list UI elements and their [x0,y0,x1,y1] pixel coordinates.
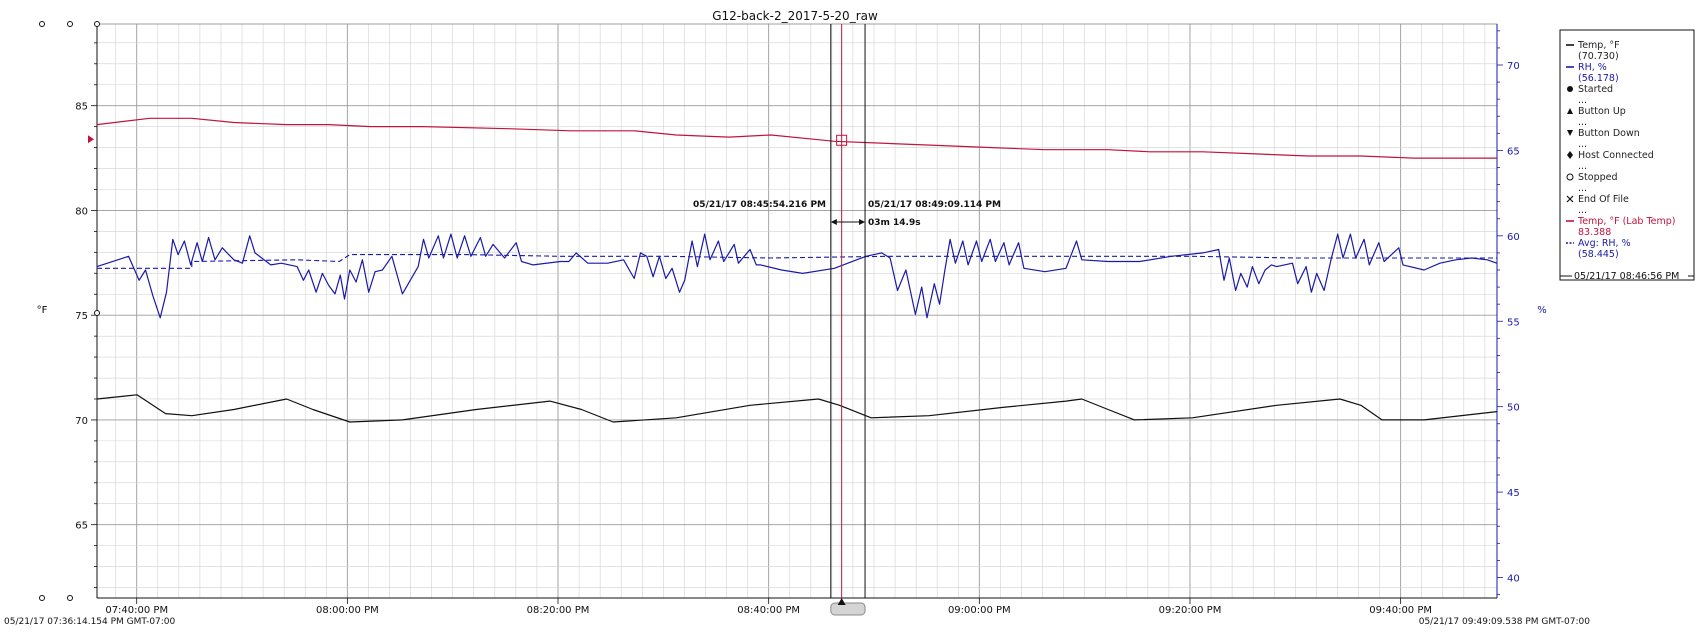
legend-diamond-icon [1567,151,1573,159]
axis-handle [94,21,100,27]
legend-value: ... [1578,117,1587,128]
left-tick-label: 65 [75,521,88,532]
legend-label: Button Up [1578,106,1626,117]
left-tick-label: 75 [75,311,88,322]
axis-handle [67,595,73,601]
legend-label: Host Connected [1578,150,1654,161]
right-tick-label: 65 [1507,146,1520,157]
legend-label: Button Down [1578,128,1640,139]
legend-value: ... [1578,139,1587,150]
legend-open-circle-icon [1566,173,1574,181]
legend-label: Stopped [1578,172,1618,183]
legend-value: (58.445) [1578,249,1619,260]
legend-value: ... [1578,161,1587,172]
interval-arrow-head-left [830,219,837,225]
series-line-0 [96,394,1497,423]
right-tick-label: 40 [1507,574,1520,585]
axis-handle [94,310,100,316]
legend-x-icon [1566,195,1574,203]
axis-handle [67,21,73,27]
legend-value: 83.388 [1578,227,1611,238]
cursor-layer[interactable] [830,24,866,616]
legend: Temp, °F(70.730)RH, %(56.178)Started...B… [1559,29,1695,282]
grid [96,23,1498,599]
time-tick-label: 09:40:00 PM [1369,605,1432,616]
legend-label: Avg: RH, % [1578,238,1631,249]
left-axis-label: °F [37,305,48,316]
right-axis-label: % [1537,305,1547,316]
series-line-3 [97,254,1497,269]
legend-label: RH, % [1578,62,1607,73]
legend-footer: 05/21/17 08:46:56 PM [1574,271,1679,282]
legend-label: End Of File [1578,194,1629,205]
series-layer [96,117,1498,423]
legend-value: (56.178) [1578,73,1619,84]
axis-handle [39,595,45,601]
cursor-scroll-handle [830,602,866,616]
right-tick-label: 55 [1507,317,1520,328]
series-line-2 [96,117,1497,159]
lab-temp-marker [88,135,94,144]
time-tick-label: 09:20:00 PM [1159,605,1222,616]
legend-value: ... [1578,205,1587,216]
legend-label: Temp, °F (Lab Temp) [1577,216,1676,227]
right-tick-label: 60 [1507,232,1520,243]
legend-value: ... [1578,95,1587,106]
time-tick-label: 08:00:00 PM [316,605,379,616]
time-tick-label: 09:00:00 PM [948,605,1011,616]
series-line-1 [96,233,1498,319]
plot-border [96,23,1498,599]
left-tick-label: 70 [75,416,88,427]
right-tick-label: 70 [1507,61,1520,72]
right-tick-label: 45 [1507,488,1520,499]
start-time-label: 05/21/17 07:36:14.154 PM GMT-07:00 [4,617,176,627]
cursor-pointer [837,598,846,605]
legend-box [1559,29,1695,281]
left-tick-label: 80 [75,206,88,217]
legend-triangle-down-icon [1567,130,1573,136]
cursor-left-label: 05/21/17 08:45:54.216 PM [693,200,826,210]
right-tick-label: 50 [1507,403,1520,414]
legend-value: ... [1578,183,1587,194]
cursor-point-marker [836,134,848,146]
cursor-right-label: 05/21/17 08:49:09.114 PM [868,200,1001,210]
end-time-label: 05/21/17 09:49:09.538 PM GMT-07:00 [1419,617,1591,627]
legend-triangle-up-icon [1567,108,1573,114]
legend-circle-icon [1567,86,1573,92]
legend-value: (70.730) [1578,51,1619,62]
time-tick-label: 08:40:00 PM [737,605,800,616]
time-tick-label: 08:20:00 PM [527,605,590,616]
axis-handle [39,21,45,27]
time-tick-label: 07:40:00 PM [105,605,168,616]
interval-arrow-head-right [859,219,866,225]
axes: 65 70 75 80 85 40 45 50 55 60 65 70 07:40:00 PM 08:00… [39,21,1520,616]
chart-title: G12-back-2_2017-5-20_raw [712,9,878,23]
legend-label: Temp, °F [1577,40,1620,51]
legend-label: Started [1578,84,1613,95]
interval-label: 03m 14.9s [868,218,921,228]
left-tick-label: 85 [75,102,88,113]
